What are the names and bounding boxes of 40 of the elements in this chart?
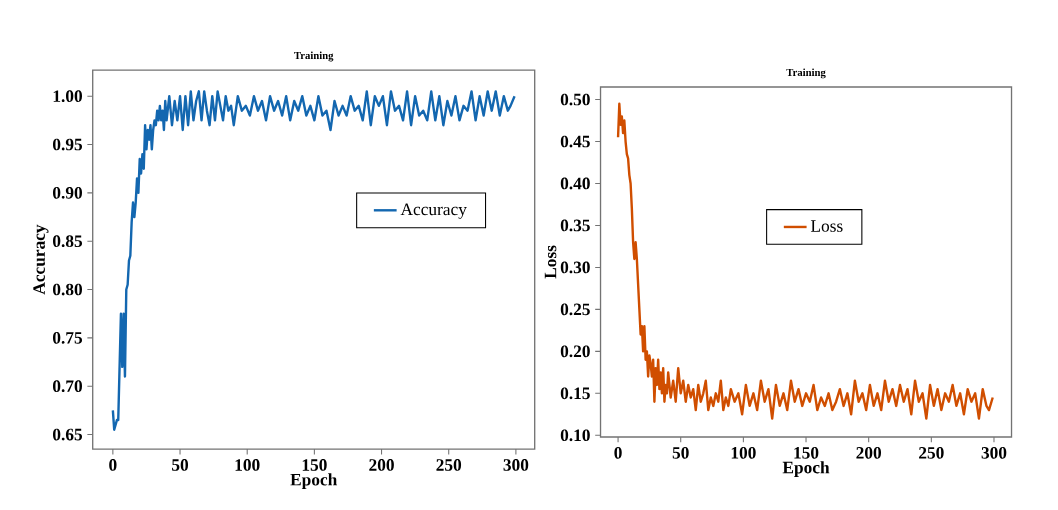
y-tick-label: 0.65	[53, 428, 83, 441]
y-tick-label: 0.90	[53, 186, 83, 199]
y-tick-label: 0.20	[560, 345, 590, 358]
y-tick-label: 0.75	[53, 332, 83, 344]
x-tick-label: 250	[436, 459, 462, 471]
x-tick-label: 100	[731, 447, 756, 459]
y-tick-label: 0.45	[560, 135, 590, 148]
x-tick-label: 300	[503, 459, 529, 471]
x-tick-label: 250	[919, 447, 944, 459]
y-tick-label: 0.80	[53, 283, 83, 296]
x-tick-label: 200	[369, 459, 394, 471]
line-series	[616, 102, 994, 420]
y-tick-label: 0.10	[560, 429, 590, 442]
y-tick-label: 0.25	[560, 303, 590, 316]
y-tick-label: 0.95	[53, 138, 83, 151]
x-axis-title: Epoch	[290, 473, 338, 490]
y-tick-label: 0.40	[560, 177, 590, 190]
y-tick-label: 0.70	[53, 380, 83, 393]
legend-label: Loss	[810, 220, 843, 232]
x-tick-label: 0	[109, 459, 117, 471]
y-tick-label: 0.50	[560, 93, 590, 106]
x-tick-label: 100	[235, 459, 260, 471]
y-tick-label: 0.15	[560, 387, 590, 400]
y-tick-label: 0.85	[53, 235, 83, 248]
x-tick-label: 150	[794, 447, 819, 459]
x-tick-label: 300	[981, 447, 1007, 459]
x-tick-label: 50	[172, 459, 189, 471]
legend-label: Accuracy	[400, 203, 467, 219]
y-axis-title: Loss	[544, 245, 557, 279]
x-tick-label: 0	[614, 447, 622, 459]
y-tick-label: 1.00	[53, 90, 83, 103]
x-tick-label: 200	[856, 447, 882, 459]
chart-title: Training	[786, 68, 826, 79]
y-tick-label: 0.30	[560, 261, 590, 274]
x-axis-title: Epoch	[782, 461, 830, 477]
y-tick-label: 0.35	[560, 219, 590, 232]
chart-title: Training	[294, 51, 334, 62]
x-tick-label: 150	[302, 459, 327, 471]
y-axis-title: Accuracy	[33, 224, 49, 295]
x-tick-label: 50	[672, 447, 689, 459]
